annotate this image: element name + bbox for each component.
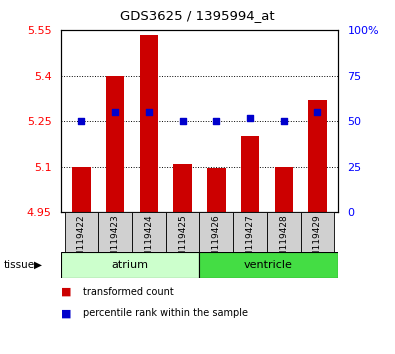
Point: [247, 115, 253, 120]
Bar: [166, 212, 199, 253]
Point: [314, 109, 321, 115]
Text: GDS3625 / 1395994_at: GDS3625 / 1395994_at: [120, 9, 275, 22]
Point: [280, 118, 287, 124]
Point: [213, 118, 220, 124]
Bar: [233, 212, 267, 253]
Text: GSM119428: GSM119428: [279, 215, 288, 269]
Text: GSM119425: GSM119425: [178, 215, 187, 269]
Bar: [132, 212, 166, 253]
Bar: [106, 76, 124, 212]
Bar: [98, 212, 132, 253]
Text: ▶: ▶: [34, 260, 41, 270]
Text: GSM119429: GSM119429: [313, 215, 322, 269]
Bar: [199, 212, 233, 253]
Text: atrium: atrium: [112, 260, 149, 270]
Text: GSM119426: GSM119426: [212, 215, 221, 269]
Point: [179, 118, 186, 124]
Bar: [72, 167, 91, 212]
Bar: [139, 35, 158, 212]
Text: transformed count: transformed count: [83, 287, 174, 297]
Text: ventricle: ventricle: [244, 260, 293, 270]
Point: [146, 109, 152, 115]
Bar: [308, 100, 327, 212]
Bar: [267, 212, 301, 253]
Bar: [65, 212, 98, 253]
Text: GSM119427: GSM119427: [246, 215, 254, 269]
Text: ■: ■: [61, 308, 72, 318]
Bar: [61, 252, 199, 278]
Bar: [301, 212, 334, 253]
Bar: [241, 136, 260, 212]
Bar: [207, 169, 226, 212]
Text: percentile rank within the sample: percentile rank within the sample: [83, 308, 248, 318]
Bar: [275, 167, 293, 212]
Text: GSM119422: GSM119422: [77, 215, 86, 269]
Bar: [173, 164, 192, 212]
Text: GSM119423: GSM119423: [111, 215, 120, 269]
Point: [112, 109, 118, 115]
Text: tissue: tissue: [4, 260, 35, 270]
Point: [78, 118, 85, 124]
Text: ■: ■: [61, 287, 72, 297]
Bar: [199, 252, 338, 278]
Text: GSM119424: GSM119424: [145, 215, 153, 269]
